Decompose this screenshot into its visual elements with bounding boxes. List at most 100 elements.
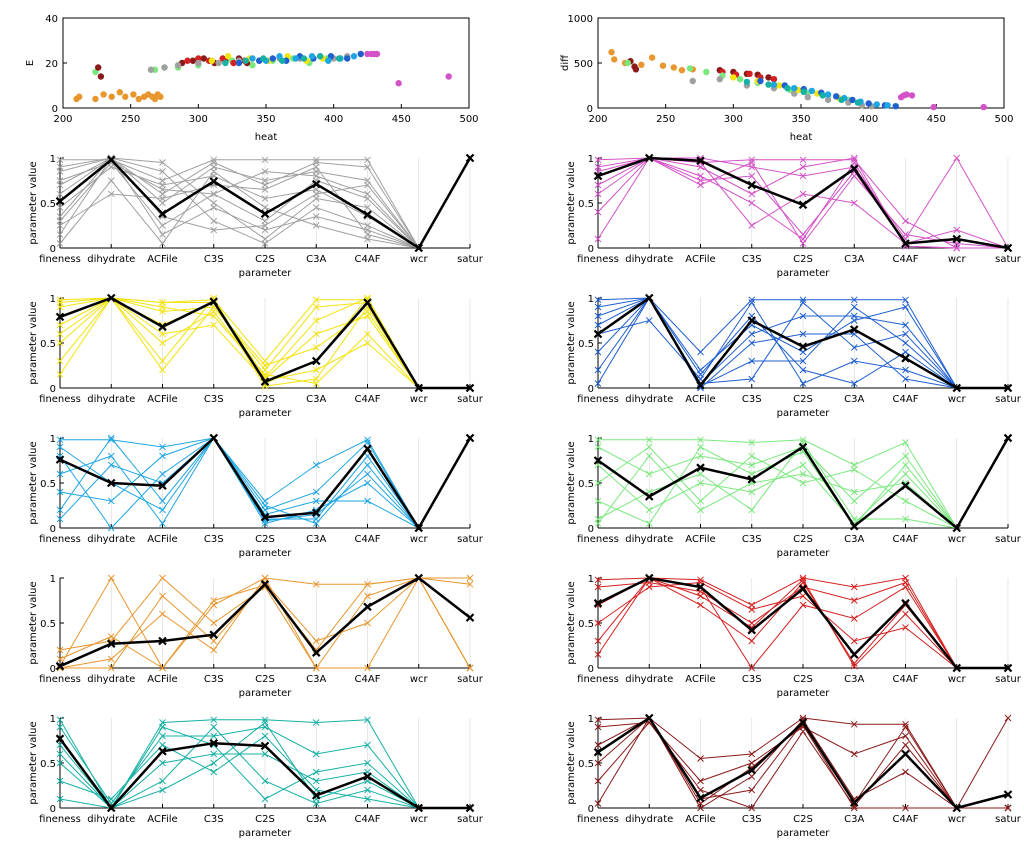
x-tick-label: C3A bbox=[306, 394, 326, 405]
member-marker bbox=[850, 317, 858, 324]
member-line-gray bbox=[59, 157, 420, 249]
member-marker bbox=[799, 231, 807, 238]
x-tick-label: C4AF bbox=[893, 534, 919, 545]
member-marker bbox=[261, 177, 269, 184]
member-marker bbox=[594, 312, 602, 320]
x-tick-label: 200 bbox=[53, 114, 72, 125]
member-marker bbox=[799, 299, 807, 306]
x-tick-label: 400 bbox=[859, 114, 878, 125]
x-tick-label: wcr bbox=[948, 534, 967, 545]
mean-marker bbox=[901, 481, 910, 490]
x-tick-label: ACFile bbox=[685, 534, 715, 545]
member-marker bbox=[364, 619, 371, 627]
mean-marker bbox=[696, 463, 705, 472]
member-marker bbox=[902, 470, 909, 478]
mean-marker bbox=[311, 508, 321, 517]
member-marker bbox=[645, 436, 653, 444]
x-tick-label: C2S bbox=[793, 394, 813, 405]
member-marker bbox=[902, 583, 909, 591]
member-marker bbox=[56, 777, 64, 785]
member-marker bbox=[594, 208, 602, 216]
scatter-point-gray bbox=[689, 77, 696, 85]
member-line-yellow bbox=[59, 297, 420, 389]
member-marker bbox=[210, 759, 218, 767]
chart-scatter-diff: 200 250 300 350 400 450 500 0 500 1000 heat diff bbox=[560, 14, 1014, 143]
member-marker bbox=[210, 723, 218, 731]
mean-marker bbox=[952, 803, 962, 813]
member-marker bbox=[261, 520, 269, 527]
member-marker bbox=[902, 339, 909, 347]
member-marker bbox=[159, 330, 166, 338]
member-marker bbox=[748, 222, 756, 229]
member-marker bbox=[261, 795, 269, 803]
member-marker bbox=[159, 741, 166, 749]
member-marker bbox=[594, 759, 602, 767]
scatter-point-blue bbox=[757, 77, 764, 85]
mean-marker bbox=[55, 661, 65, 671]
x-tick-label: C3S bbox=[204, 394, 224, 405]
member-marker bbox=[748, 488, 756, 496]
member-line-teal bbox=[59, 721, 419, 809]
y-tick-label: 0.5 bbox=[40, 759, 56, 770]
member-marker bbox=[697, 497, 704, 505]
member-marker bbox=[210, 768, 218, 776]
member-marker bbox=[697, 443, 704, 451]
mean-marker bbox=[696, 156, 705, 165]
x-tick-label: satur bbox=[457, 814, 484, 825]
scatter-point-teal bbox=[222, 59, 229, 67]
scatter-point-magenta bbox=[980, 103, 987, 111]
member-marker bbox=[312, 344, 320, 351]
member-marker bbox=[56, 240, 64, 247]
x-tick-label: satur bbox=[995, 534, 1022, 545]
mean-marker bbox=[593, 747, 603, 757]
member-marker bbox=[594, 651, 602, 658]
mean-marker bbox=[311, 648, 321, 657]
x-tick-label: ACFile bbox=[147, 254, 177, 265]
member-marker bbox=[748, 773, 756, 780]
member-marker bbox=[364, 190, 371, 198]
member-line-cyan bbox=[59, 437, 420, 529]
member-marker bbox=[312, 768, 320, 776]
x-tick-label: satur bbox=[995, 674, 1022, 685]
scatter-point-red bbox=[746, 70, 753, 78]
member-marker bbox=[261, 195, 269, 202]
scatter-point-red bbox=[195, 55, 202, 62]
scatter-point-teal bbox=[316, 53, 324, 60]
member-marker bbox=[159, 186, 166, 193]
member-line-gray bbox=[59, 157, 420, 249]
member-marker bbox=[902, 804, 909, 812]
member-marker bbox=[364, 330, 371, 338]
member-marker bbox=[902, 768, 909, 776]
x-tick-label: wcr bbox=[410, 814, 429, 825]
x-tick-label: 300 bbox=[189, 114, 208, 125]
member-marker bbox=[159, 786, 166, 794]
member-marker bbox=[261, 156, 269, 164]
member-marker bbox=[364, 235, 371, 243]
member-marker bbox=[902, 231, 909, 238]
member-marker bbox=[850, 637, 858, 645]
member-marker bbox=[850, 357, 858, 365]
member-marker bbox=[850, 296, 858, 304]
scatter-point-darkred bbox=[765, 74, 772, 81]
member-marker bbox=[697, 786, 704, 794]
member-line-cyan bbox=[60, 437, 420, 529]
x-tick-label: ACFile bbox=[685, 394, 715, 405]
x-axis-label: heat bbox=[255, 132, 278, 143]
member-marker bbox=[364, 156, 371, 164]
member-line-red bbox=[597, 577, 958, 669]
scatter-point-blue bbox=[235, 59, 243, 67]
member-marker bbox=[56, 795, 64, 803]
member-line-lightgreen bbox=[597, 441, 957, 529]
y-axis-label: parameter value bbox=[566, 721, 577, 804]
scatter-point-magenta bbox=[930, 103, 937, 111]
member-marker bbox=[697, 163, 704, 171]
member-line-gray bbox=[59, 157, 419, 249]
member-marker bbox=[799, 461, 807, 469]
x-tick-label: C3A bbox=[844, 674, 864, 685]
mean-marker bbox=[55, 455, 65, 464]
mean-marker bbox=[849, 325, 859, 334]
x-tick-label: dihydrate bbox=[87, 394, 135, 405]
scatter-point-red bbox=[770, 76, 778, 83]
mean-marker bbox=[260, 209, 270, 219]
y-axis-label: parameter value bbox=[566, 581, 577, 664]
